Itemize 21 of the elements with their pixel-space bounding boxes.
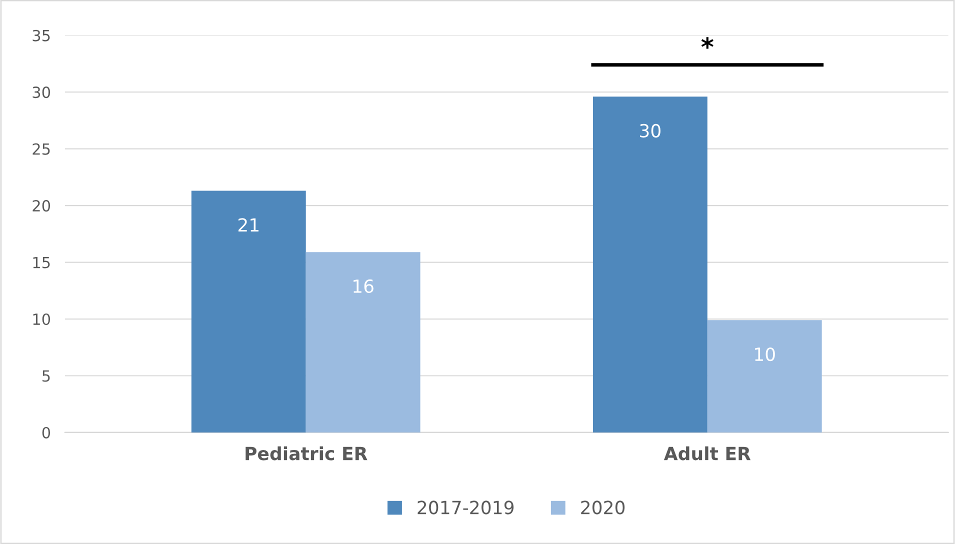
x-tick-label: Adult ER <box>664 446 751 460</box>
annotation: * <box>701 37 714 49</box>
bar <box>592 96 708 432</box>
y-tick-label: 20 <box>32 200 50 212</box>
legend-label: 2017-2019 <box>418 500 514 514</box>
x-tick-label: Pediatric ER <box>246 446 368 460</box>
data-label: 30 <box>640 124 660 138</box>
bar <box>306 252 420 432</box>
bar <box>707 320 822 432</box>
y-tick-label: 25 <box>32 143 50 155</box>
data-label: 21 <box>238 218 258 232</box>
y-tick-label: 0 <box>42 426 50 438</box>
data-label: 16 <box>354 279 374 294</box>
data-label: 10 <box>755 347 775 362</box>
y-tick-label: 5 <box>42 370 50 382</box>
y-tick-label: 10 <box>33 313 50 326</box>
y-tick-label: 15 <box>33 256 50 268</box>
legend-label: 2020 <box>581 500 625 514</box>
y-tick-label: 35 <box>32 30 50 42</box>
bar <box>191 190 306 432</box>
y-tick-label: 30 <box>32 86 50 98</box>
